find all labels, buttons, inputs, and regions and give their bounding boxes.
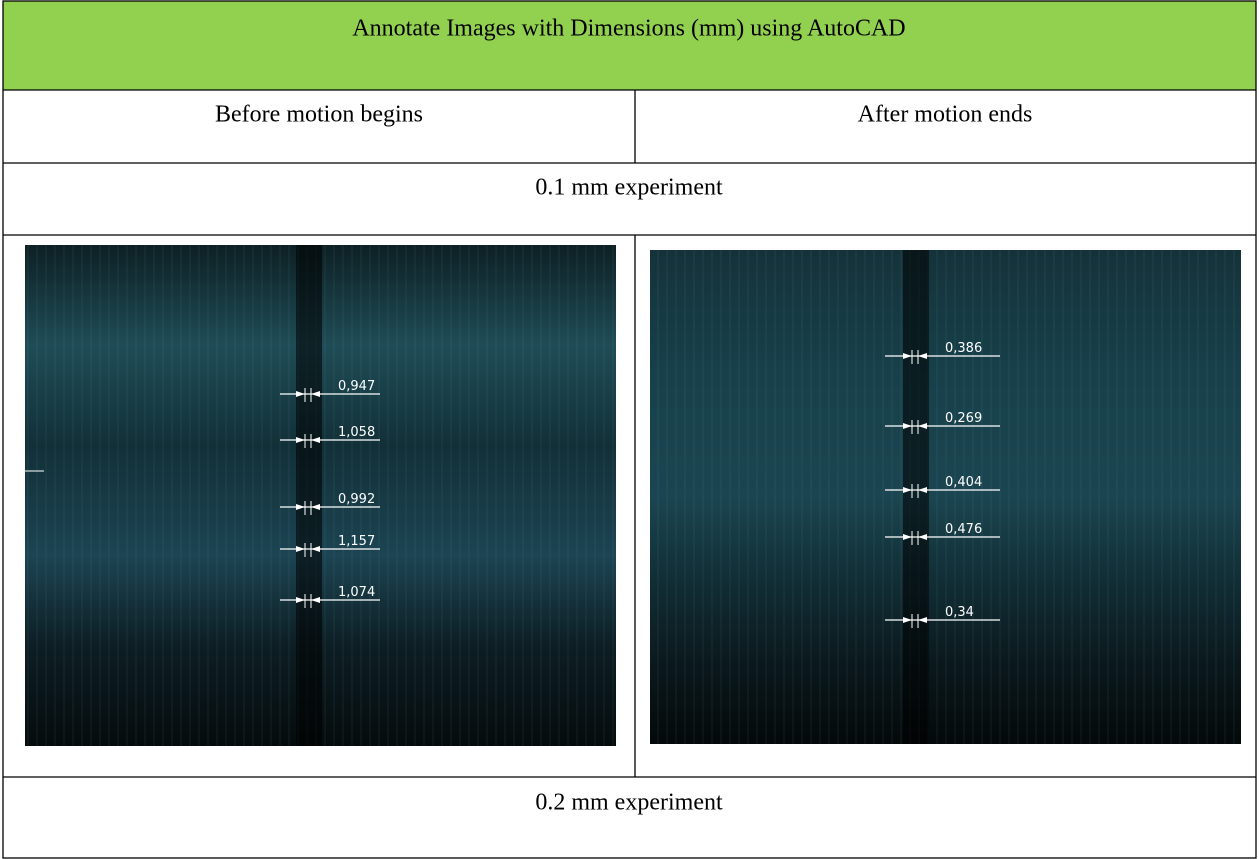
dimension-label: 0,947 <box>338 379 375 394</box>
column-header: After motion ends <box>858 102 1033 128</box>
image-before <box>25 245 616 746</box>
dimension-label: 0,992 <box>338 492 375 507</box>
column-header: Before motion begins <box>215 102 423 128</box>
row-label: 0.2 mm experiment <box>535 790 723 816</box>
dimension-label: 0,34 <box>945 605 974 620</box>
dimension-label: 0,386 <box>945 341 982 356</box>
table-title: Annotate Images with Dimensions (mm) usi… <box>352 16 905 42</box>
dimension-label: 1,058 <box>338 425 375 440</box>
dimension-label: 1,074 <box>338 585 375 600</box>
dimension-label: 0,404 <box>945 475 982 490</box>
row-label: 0.1 mm experiment <box>535 175 723 201</box>
image-after <box>650 250 1241 744</box>
dimension-label: 0,476 <box>945 522 982 537</box>
dimension-label: 1,157 <box>338 534 375 549</box>
header-cell <box>3 1 1256 90</box>
document: Annotate Images with Dimensions (mm) usi… <box>0 0 1259 859</box>
dimension-label: 0,269 <box>945 411 982 426</box>
